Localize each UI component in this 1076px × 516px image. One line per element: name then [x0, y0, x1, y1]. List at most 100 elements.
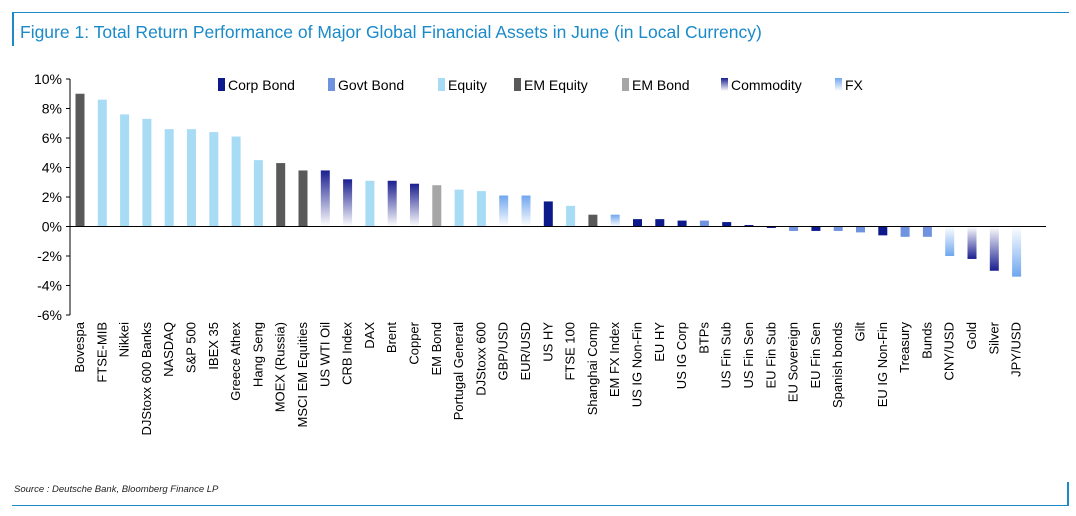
bar-crb-index — [343, 179, 353, 227]
bar-chart: -6% -4% -2% 0% 2% 4% 6% 8% 10% Bovespa FTSE-MIB Ni… — [34, 71, 1046, 435]
category-label: NASDAQ — [161, 322, 176, 377]
bar-eu-sovereign — [789, 226, 799, 231]
frame-right-rule — [1067, 482, 1069, 506]
bar-brent — [387, 180, 397, 227]
category-label: EU Fin Sen — [808, 322, 823, 388]
bar-ibex-35 — [209, 132, 219, 227]
bar-eu-fin-sub — [766, 226, 776, 228]
category-label: IBEX 35 — [206, 322, 221, 370]
category-label: FTSE 100 — [563, 322, 578, 381]
category-label: Spanish bonds — [830, 322, 845, 409]
category-label: BTPs — [696, 322, 711, 354]
category-label: US IG Non-Fin — [630, 322, 645, 407]
category-label: MOEX (Russia) — [273, 322, 288, 412]
category-label: Brent — [384, 322, 399, 353]
category-label: DJStoxx 600 Banks — [139, 322, 154, 436]
category-label: US Fin Sen — [741, 322, 756, 388]
category-label: US HY — [540, 322, 555, 362]
bar-ftse-100 — [566, 205, 576, 227]
bar-gilt — [856, 226, 865, 233]
category-label: Nikkei — [117, 322, 132, 358]
frame-top-rule — [12, 12, 1069, 13]
legend-entry: Corp Bond — [228, 77, 295, 93]
legend-entry: EM Equity — [524, 77, 588, 93]
legend-swatch — [328, 78, 335, 91]
bar-us-fin-sen — [744, 225, 754, 227]
category-label: DAX — [362, 322, 377, 349]
bars — [75, 93, 1022, 277]
bar-ftse-mib — [97, 99, 107, 227]
bar-us-wti-oil — [320, 170, 330, 227]
bar-msci-em-equities — [298, 170, 308, 227]
bar-portugal-general — [454, 189, 464, 227]
bar-silver — [989, 226, 999, 271]
category-label: Portugal General — [451, 322, 466, 420]
category-label: S&P 500 — [184, 322, 199, 373]
category-label: FTSE-MIB — [94, 322, 109, 383]
category-label: EU HY — [652, 322, 667, 362]
category-label: US WTI Oil — [317, 322, 332, 387]
legend-entry: FX — [845, 77, 864, 93]
bar-nasdaq — [164, 129, 174, 227]
frame-bottom-rule — [12, 505, 1069, 506]
bar-btps — [699, 220, 709, 227]
legend-entry: Equity — [448, 77, 487, 93]
category-label: Greece Athex — [228, 322, 243, 401]
y-tick-label: 4% — [42, 160, 62, 176]
bar-dax — [365, 180, 375, 227]
y-tick-label: 2% — [42, 189, 62, 205]
category-label: CNY/USD — [942, 322, 957, 381]
legend-entry: Govt Bond — [338, 77, 404, 93]
y-tick-label: 6% — [42, 130, 62, 146]
bar-us-fin-sub — [722, 222, 732, 227]
bar-copper — [410, 183, 419, 227]
bar-us-ig-corp — [677, 220, 687, 227]
category-label: Bunds — [919, 322, 934, 359]
y-tick-label: 0% — [42, 219, 62, 235]
bar-em-fx-index — [610, 214, 620, 227]
y-tick-label: -6% — [37, 307, 62, 323]
category-label: Gold — [964, 322, 979, 349]
source-note: Source : Deutsche Bank, Bloomberg Financ… — [14, 484, 219, 495]
bar-bunds — [922, 226, 932, 237]
legend-swatch — [438, 78, 445, 91]
bar-moex-russia- — [276, 163, 286, 227]
legend-entry: Commodity — [731, 77, 802, 93]
bar-greece-athex — [231, 136, 241, 227]
bar-shanghai-comp — [588, 214, 598, 227]
category-label: EUR/USD — [518, 322, 533, 381]
bar-spanish-bonds — [833, 226, 843, 231]
category-label: Hang Seng — [250, 322, 265, 387]
bar-bovespa — [75, 93, 85, 227]
category-label: EM Bond — [429, 322, 444, 375]
bar-us-ig-non-fin — [633, 219, 642, 227]
category-label: EU IG Non-Fin — [875, 322, 890, 407]
category-label: MSCI EM Equities — [295, 322, 310, 428]
legend-swatch — [514, 78, 521, 91]
legend-swatch — [835, 78, 842, 91]
category-label: JPY/USD — [1009, 322, 1024, 377]
bar-em-bond — [432, 185, 442, 227]
category-label: CRB Index — [340, 322, 355, 385]
category-label: EU Fin Sub — [763, 322, 778, 388]
category-label: US Fin Sub — [719, 322, 734, 388]
bar-nikkei — [120, 114, 130, 227]
bar-treasury — [900, 226, 910, 237]
bar-eu-ig-non-fin — [878, 226, 888, 236]
bar-s-p-500 — [187, 129, 196, 227]
bar-eu-hy — [655, 219, 665, 227]
category-label: GBP/USD — [496, 322, 511, 381]
category-labels: Bovespa FTSE-MIB Nikkei DJStoxx 600 Banks NA… — [72, 321, 1024, 435]
category-label: Copper — [407, 321, 422, 364]
category-label: Shanghai Comp — [585, 322, 600, 415]
bar-us-hy — [543, 201, 553, 227]
legend: Corp Bond Govt Bond Equity EM Equity EM Bond… — [218, 77, 864, 93]
legend-entry: EM Bond — [632, 77, 690, 93]
category-label: EM FX Index — [607, 322, 622, 398]
bar-cny-usd — [945, 226, 955, 256]
legend-swatch — [721, 78, 728, 91]
bar-eur-usd — [521, 195, 531, 227]
category-label: EU Sovereign — [786, 322, 801, 402]
bar-gbp-usd — [499, 195, 509, 227]
category-label: Treasury — [897, 322, 912, 373]
